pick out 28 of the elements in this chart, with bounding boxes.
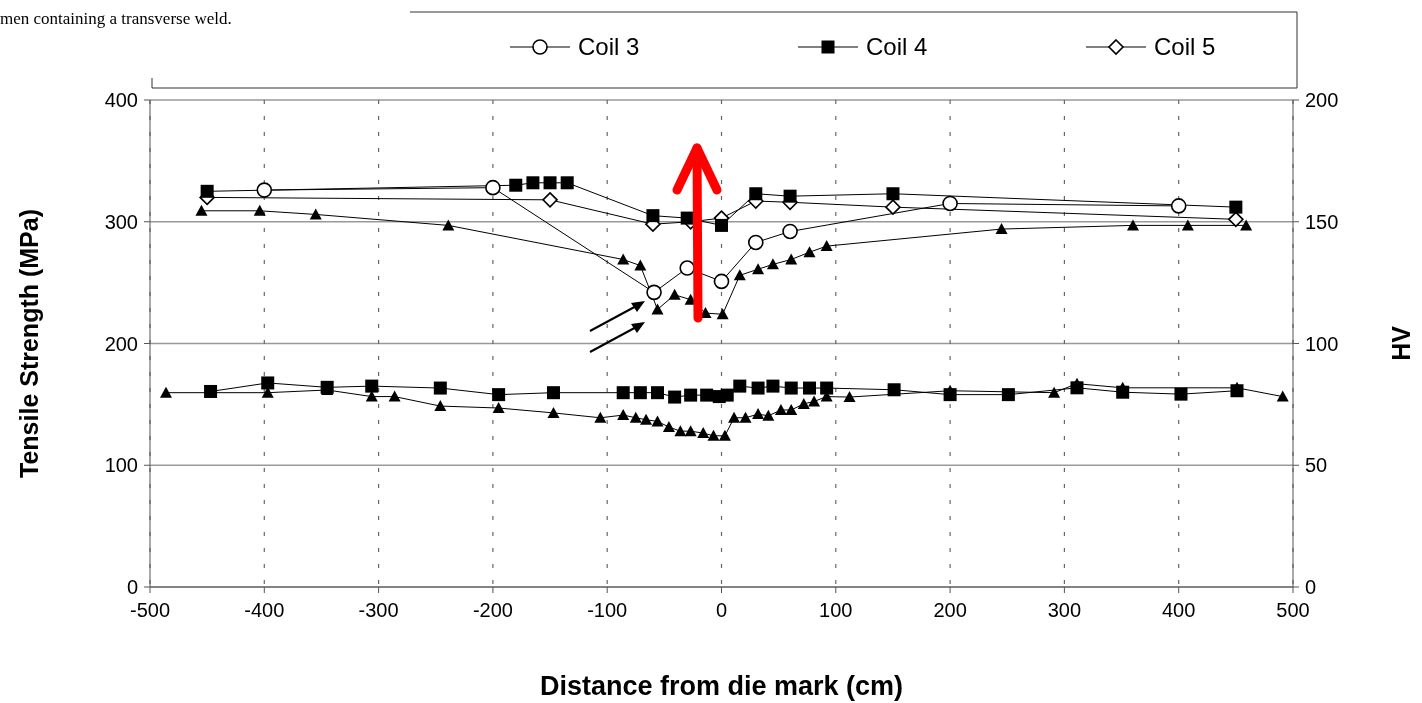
x-tick-label: 200	[933, 599, 967, 621]
legend-label: Coil 5	[1154, 33, 1216, 61]
x-axis-title: Distance from die mark (cm)	[539, 671, 904, 701]
y-tick-label: 100	[104, 454, 138, 477]
x-tick-label: 100	[819, 599, 853, 621]
x-tick-label: -500	[129, 599, 171, 621]
x-tick-label: -100	[587, 599, 628, 621]
y2-axis-title: HV	[1387, 325, 1415, 361]
x-tick-label: 300	[1047, 599, 1082, 621]
x-tick-label: 0	[715, 599, 728, 621]
x-tick-label: -200	[472, 599, 513, 621]
y2-tick-label: 200	[1305, 89, 1339, 111]
y-tick-label: 0	[126, 576, 138, 598]
y-axis-title: Tensile Strength (MPa)	[15, 208, 43, 479]
y2-tick-label: 150	[1305, 210, 1339, 233]
legend-label: Coil 4	[866, 33, 928, 61]
y-tick-label: 300	[104, 210, 138, 233]
y2-tick-label: 0	[1305, 576, 1317, 598]
y-tick-label: 400	[104, 89, 138, 111]
text: men containing a transverse weld.	[0, 9, 232, 28]
x-tick-label: 500	[1276, 599, 1310, 621]
y2-tick-label: 100	[1305, 332, 1339, 355]
x-tick-label: -300	[358, 599, 399, 621]
x-tick-label: -400	[244, 599, 285, 621]
legend-label: Coil 3	[578, 33, 640, 61]
y-tick-label: 200	[104, 332, 138, 355]
x-tick-label: 400	[1162, 599, 1196, 621]
y2-tick-label: 50	[1305, 454, 1328, 477]
